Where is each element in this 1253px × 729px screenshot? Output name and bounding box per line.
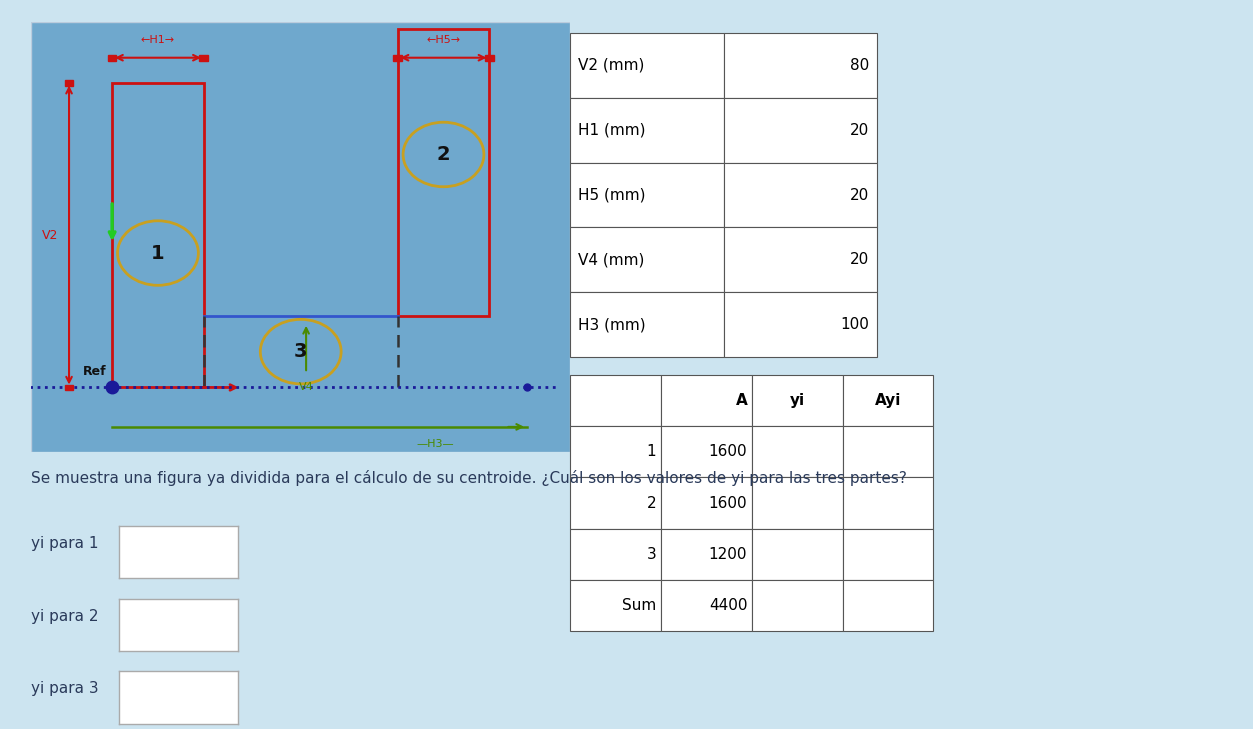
Bar [113, 83, 204, 388]
Text: 3: 3 [294, 342, 307, 361]
Text: Ref: Ref [83, 364, 107, 378]
Text: yi para 2: yi para 2 [31, 609, 99, 623]
Bar [397, 29, 489, 316]
Bar [393, 55, 402, 61]
Bar [65, 80, 74, 86]
Bar [65, 385, 74, 390]
Text: 1: 1 [152, 243, 164, 262]
Text: yi para 3: yi para 3 [31, 682, 99, 696]
FancyBboxPatch shape [31, 22, 570, 452]
Bar [199, 55, 208, 61]
Text: ←H1→: ←H1→ [140, 35, 175, 45]
Text: —H3—: —H3— [416, 440, 455, 450]
Bar [485, 55, 494, 61]
Text: yi para 1: yi para 1 [31, 536, 99, 550]
Text: 2: 2 [437, 145, 450, 164]
Text: Se muestra una figura ya dividida para el cálculo de su centroide. ¿Cuál son los: Se muestra una figura ya dividida para e… [31, 470, 907, 486]
Text: V4: V4 [298, 382, 313, 392]
Text: ←H5→: ←H5→ [426, 35, 461, 45]
Bar [108, 55, 117, 61]
Text: V2: V2 [43, 229, 59, 241]
